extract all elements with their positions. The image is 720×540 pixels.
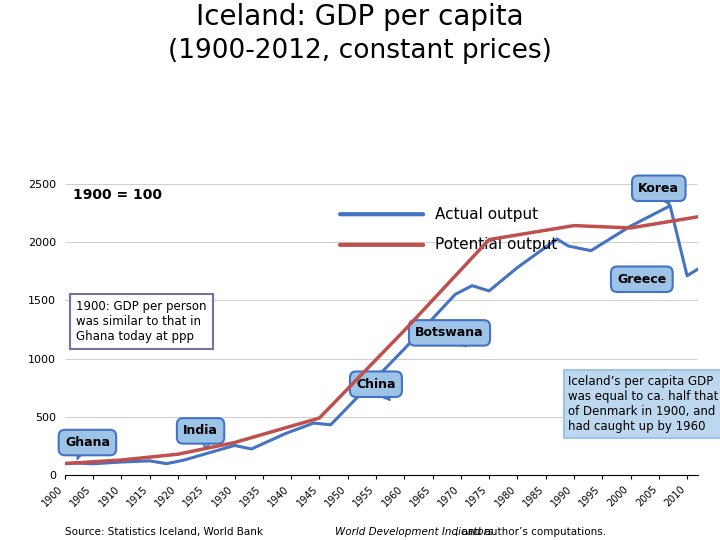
Text: Greece: Greece	[617, 273, 667, 286]
Text: 1900: GDP per person
was similar to that in
Ghana today at ppp: 1900: GDP per person was similar to that…	[76, 300, 207, 343]
Text: , and author’s computations.: , and author’s computations.	[455, 527, 606, 537]
Text: Korea: Korea	[639, 182, 679, 204]
Text: Potential output: Potential output	[436, 238, 558, 252]
Text: Source: Statistics Iceland, World Bank: Source: Statistics Iceland, World Bank	[65, 527, 266, 537]
Text: China: China	[356, 377, 396, 400]
Text: India: India	[183, 424, 218, 448]
Text: Actual output: Actual output	[436, 207, 539, 222]
Text: Iceland’s per capita GDP
was equal to ca. half that
of Denmark in 1900, and
had : Iceland’s per capita GDP was equal to ca…	[568, 375, 719, 433]
Text: Botswana: Botswana	[415, 326, 484, 347]
Text: Ghana: Ghana	[65, 436, 110, 459]
Text: Iceland: GDP per capita: Iceland: GDP per capita	[196, 3, 524, 31]
Text: 1900 = 100: 1900 = 100	[73, 188, 162, 202]
Text: World Development Indicators: World Development Indicators	[335, 527, 493, 537]
Text: (1900-2012, constant prices): (1900-2012, constant prices)	[168, 38, 552, 64]
